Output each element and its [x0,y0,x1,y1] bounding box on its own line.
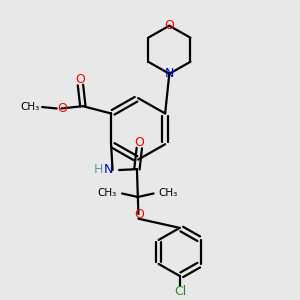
Text: O: O [76,73,85,86]
Text: O: O [164,19,174,32]
Text: CH₃: CH₃ [98,188,117,198]
Text: N: N [104,163,113,176]
Text: O: O [134,208,144,221]
Text: Cl: Cl [174,285,186,298]
Text: CH₃: CH₃ [20,102,40,112]
Text: O: O [57,102,67,115]
Text: H: H [94,163,103,176]
Text: O: O [135,136,145,149]
Text: CH₃: CH₃ [159,188,178,198]
Text: N: N [165,67,174,80]
